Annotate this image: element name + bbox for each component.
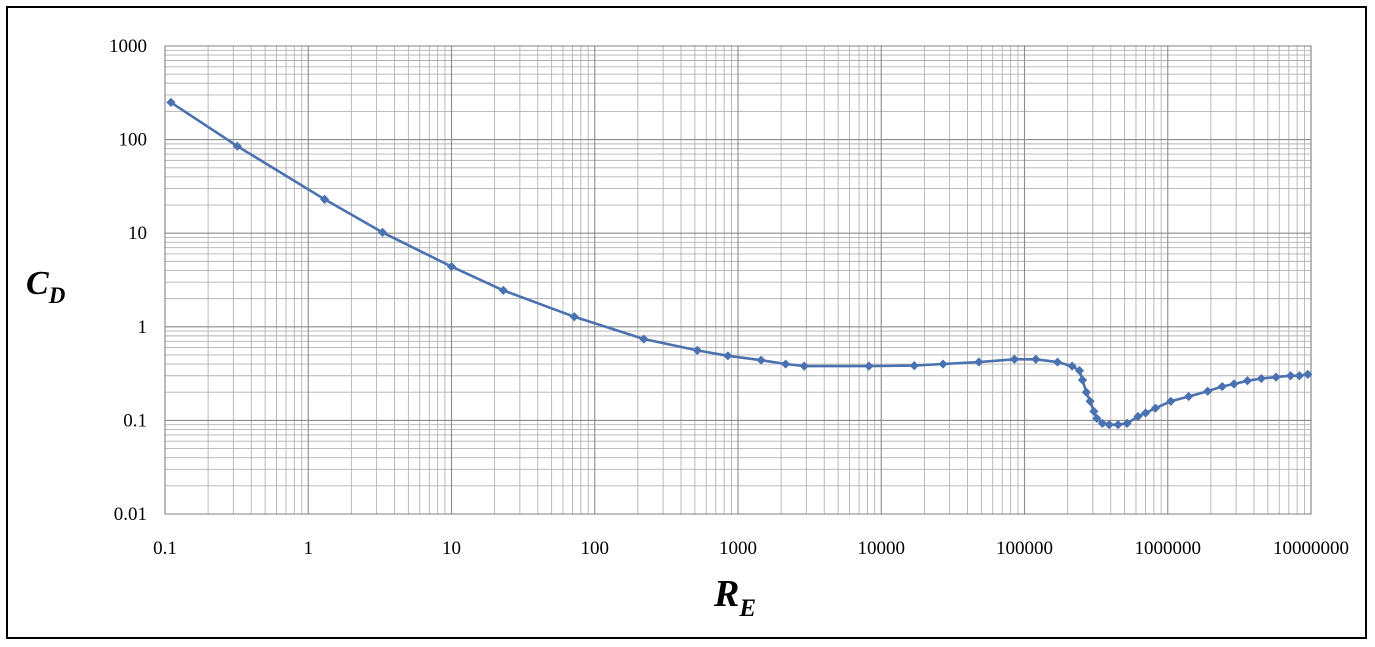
y-tick-label: 10 <box>128 223 147 244</box>
data-point <box>1092 413 1102 424</box>
data-point <box>938 359 948 369</box>
data-point <box>723 351 733 361</box>
series-line <box>170 101 1308 427</box>
data-point <box>1184 391 1194 402</box>
data-point <box>781 359 791 369</box>
data-point <box>166 97 176 107</box>
data-point <box>1256 373 1266 384</box>
data-point <box>1285 371 1296 381</box>
data-point <box>909 361 919 371</box>
data-point <box>569 312 579 322</box>
data-point <box>1077 375 1088 385</box>
x-axis-title-sub: E <box>738 595 756 622</box>
x-tick-label: 10 <box>442 538 461 559</box>
y-axis-title-main: C <box>26 265 49 302</box>
y-tick-label: 100 <box>119 130 148 151</box>
data-point <box>1303 369 1313 380</box>
x-axis-title: RE <box>713 573 756 622</box>
data-point <box>377 227 388 237</box>
data-point <box>1031 354 1041 364</box>
x-tick-labels: 0.1 1 10 100 1000 10000 100000 1000000 10000000 <box>153 538 1349 559</box>
data-point <box>498 285 508 295</box>
series-markers <box>166 97 1313 430</box>
y-axis-title: CD <box>26 265 66 308</box>
x-tick-label: 100000 <box>996 538 1053 559</box>
data-point <box>864 361 874 371</box>
data-point <box>974 357 984 367</box>
data-point <box>1294 371 1305 381</box>
plot-area-border <box>164 45 1312 515</box>
data-point <box>1104 420 1114 430</box>
y-tick-label: 0.01 <box>114 504 147 525</box>
data-point <box>1085 396 1095 406</box>
data-point <box>639 334 649 344</box>
data-point <box>1081 387 1091 397</box>
y-tick-label: 1 <box>138 317 148 338</box>
x-tick-label: 1 <box>304 538 314 559</box>
data-point <box>1052 357 1063 367</box>
y-tick-labels: 0.01 0.1 1 10 100 1000 <box>109 36 147 525</box>
data-point <box>1074 366 1085 376</box>
data-point <box>1067 361 1077 371</box>
x-tick-label: 10000 <box>858 538 906 559</box>
x-tick-label: 100 <box>581 538 610 559</box>
data-point <box>446 261 457 272</box>
data-point <box>1271 372 1281 382</box>
y-tick-label: 0.1 <box>123 410 147 431</box>
x-tick-label: 0.1 <box>153 538 177 559</box>
data-point <box>1140 408 1151 418</box>
data-point <box>756 355 766 365</box>
data-point <box>1166 396 1176 406</box>
data-point <box>1097 418 1108 428</box>
data-point <box>232 141 242 151</box>
y-tick-label: 1000 <box>109 36 147 57</box>
data-point <box>1242 376 1253 386</box>
data-point <box>1229 379 1239 389</box>
x-tick-label: 10000000 <box>1273 538 1349 559</box>
data-point <box>692 345 702 355</box>
x-axis-title-main: R <box>713 573 739 615</box>
data-point <box>1113 420 1123 430</box>
data-point <box>1203 386 1213 396</box>
data-point <box>799 361 809 371</box>
data-point <box>1150 403 1161 413</box>
x-tick-label: 1000 <box>719 538 757 559</box>
data-point <box>319 194 330 204</box>
data-point <box>1089 406 1099 416</box>
data-point <box>1217 381 1227 392</box>
data-point <box>1009 354 1019 364</box>
data-point <box>1133 411 1143 422</box>
x-tick-label: 1000000 <box>1135 538 1202 559</box>
data-point <box>1122 418 1132 428</box>
major-gridlines <box>164 45 1312 515</box>
y-axis-title-sub: D <box>48 283 66 308</box>
